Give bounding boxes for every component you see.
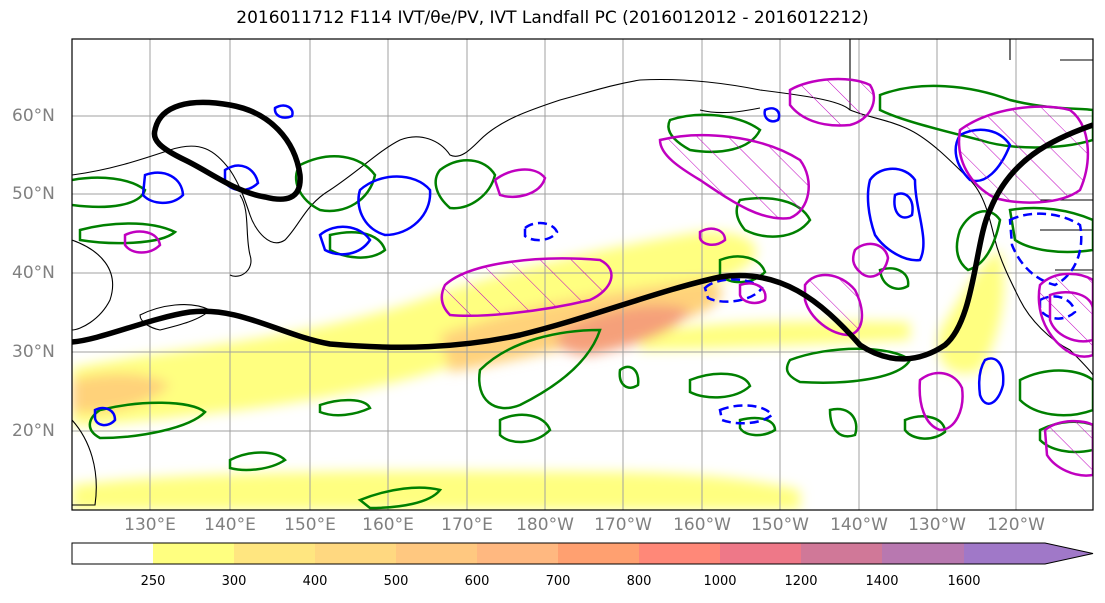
lon-label: 130°E — [124, 515, 176, 535]
lon-label: 160°W — [673, 515, 731, 535]
lon-label: 170°W — [594, 515, 652, 535]
lat-label: 20°N — [12, 421, 55, 441]
colorbar — [71, 542, 1094, 565]
pv-blue-contours — [93, 104, 1012, 427]
colorbar-tick-label: 400 — [302, 574, 328, 589]
colorbar-segment — [720, 543, 801, 564]
map-frame — [71, 38, 1094, 511]
colorbar-tick-label: 600 — [464, 574, 490, 589]
theta-e-contour — [72, 99, 1093, 362]
colorbar-segment — [639, 543, 720, 564]
lat-label: 60°N — [12, 106, 55, 126]
lat-label: 30°N — [12, 342, 55, 362]
colorbar-segment — [396, 543, 477, 564]
lon-label: 160°E — [362, 515, 414, 535]
colorbar-segment — [801, 543, 882, 564]
lon-label: 140°W — [830, 515, 888, 535]
colorbar-segment — [558, 543, 639, 564]
colorbar-segment — [234, 543, 315, 564]
lon-label: 150°E — [284, 515, 336, 535]
colorbar-segment — [153, 543, 234, 564]
lon-label: 150°W — [751, 515, 809, 535]
lon-label: 170°E — [441, 515, 493, 535]
colorbar-tick-label: 1200 — [784, 574, 818, 589]
colorbar-segment — [72, 543, 153, 564]
lat-label: 40°N — [12, 263, 55, 283]
colorbar-extend-arrow — [964, 543, 1093, 564]
colorbar-tick-label: 500 — [383, 574, 409, 589]
lon-label: 180°W — [516, 515, 574, 535]
coastlines — [72, 39, 1093, 506]
colorbar-tick-label: 700 — [545, 574, 571, 589]
colorbar-tick-label: 300 — [221, 574, 247, 589]
lon-label: 140°E — [204, 515, 256, 535]
colorbar-tick-label: 800 — [626, 574, 652, 589]
plot-title-text: 2016011712 F114 IVT/θe/PV, IVT Landfall … — [236, 8, 869, 28]
lon-label: 120°W — [987, 515, 1045, 535]
colorbar-tick-label: 1600 — [947, 574, 981, 589]
colorbar-segment — [882, 543, 964, 564]
colorbar-tick-label: 1400 — [865, 574, 899, 589]
lat-label: 50°N — [12, 184, 55, 204]
colorbar-segment — [315, 543, 396, 564]
lon-label: 130°W — [908, 515, 966, 535]
colorbar-tick-label: 1000 — [703, 574, 737, 589]
magenta-contours — [123, 168, 1093, 432]
colorbar-tick-label: 250 — [140, 574, 166, 589]
plot-title: 2016011712 F114 IVT/θe/PV, IVT Landfall … — [0, 8, 1105, 28]
colorbar-segment — [477, 543, 558, 564]
